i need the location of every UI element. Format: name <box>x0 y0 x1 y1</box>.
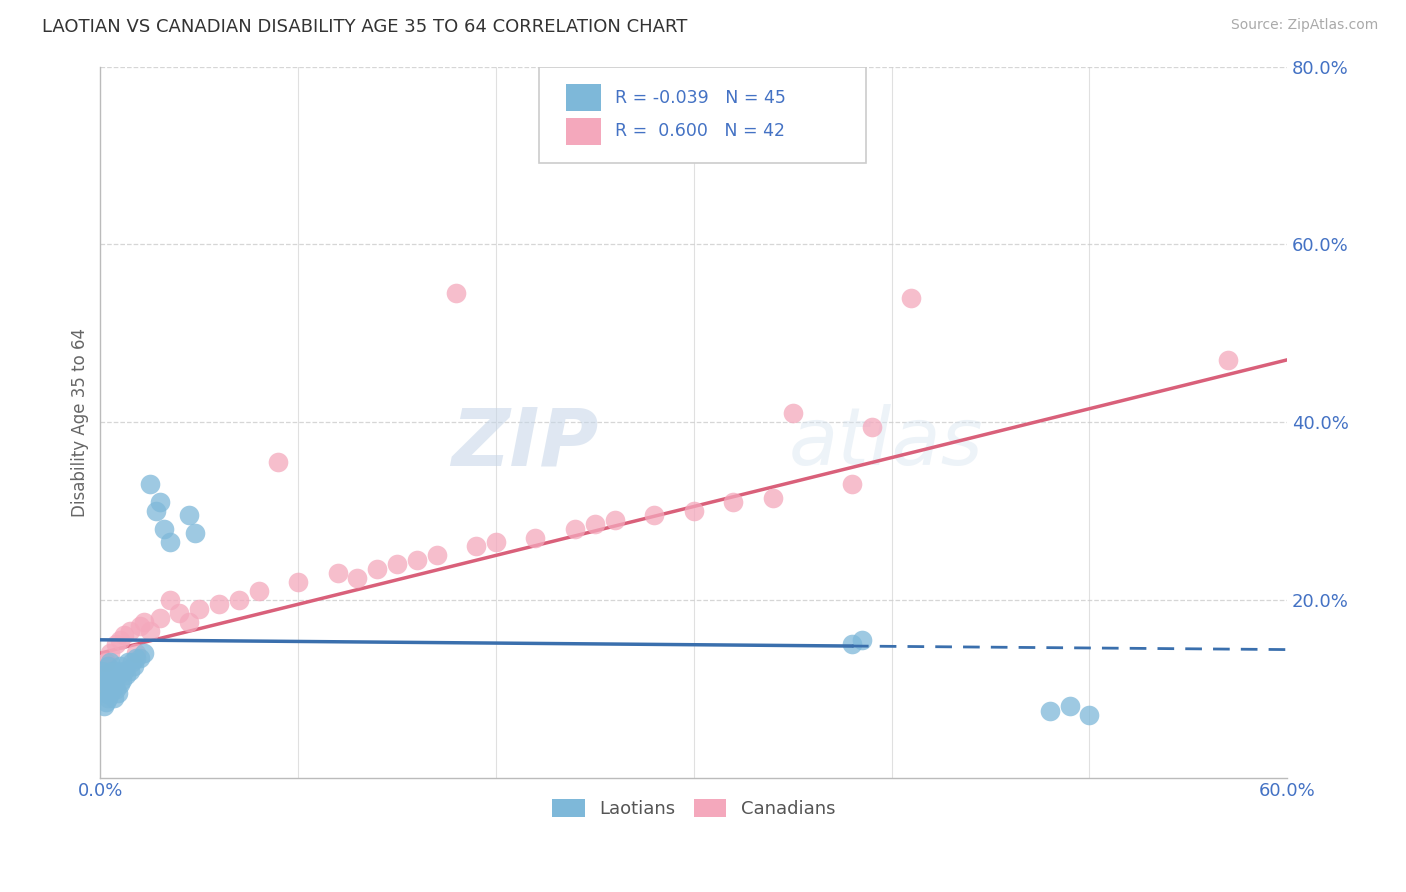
Point <box>91 664 114 678</box>
Point <box>105 637 128 651</box>
Point <box>682 504 704 518</box>
Point <box>111 673 134 687</box>
Point <box>900 291 922 305</box>
Point <box>105 664 128 678</box>
Point <box>122 659 145 673</box>
Point <box>145 504 167 518</box>
Point <box>118 664 141 678</box>
Point <box>105 681 128 696</box>
Point <box>603 513 626 527</box>
Point <box>108 659 131 673</box>
Point <box>139 477 162 491</box>
Point <box>267 455 290 469</box>
Point <box>446 286 468 301</box>
Point <box>583 517 606 532</box>
Text: ZIP: ZIP <box>451 404 599 483</box>
Point <box>485 535 508 549</box>
Point <box>1216 352 1239 367</box>
Text: R = -0.039   N = 45: R = -0.039 N = 45 <box>616 89 786 107</box>
Point <box>169 606 191 620</box>
Point <box>860 419 883 434</box>
Point <box>98 655 121 669</box>
Point <box>159 592 181 607</box>
Point <box>96 686 118 700</box>
Point <box>228 592 250 607</box>
Point <box>524 531 547 545</box>
Point <box>208 597 231 611</box>
Point <box>405 553 427 567</box>
Point <box>97 690 120 705</box>
Point <box>564 522 586 536</box>
Point <box>139 624 162 638</box>
Point <box>115 668 138 682</box>
Point <box>97 659 120 673</box>
Legend: Laotians, Canadians: Laotians, Canadians <box>546 791 842 825</box>
Point <box>465 540 488 554</box>
Point <box>723 495 745 509</box>
Point <box>643 508 665 523</box>
Point <box>841 477 863 491</box>
Point <box>762 491 785 505</box>
Point <box>179 508 201 523</box>
Point <box>98 686 121 700</box>
Point <box>326 566 349 581</box>
Point <box>152 522 174 536</box>
Point <box>93 673 115 687</box>
Point <box>385 558 408 572</box>
Point <box>125 650 148 665</box>
FancyBboxPatch shape <box>565 85 602 112</box>
Point <box>179 615 201 629</box>
Point <box>287 575 309 590</box>
Text: LAOTIAN VS CANADIAN DISABILITY AGE 35 TO 64 CORRELATION CHART: LAOTIAN VS CANADIAN DISABILITY AGE 35 TO… <box>42 18 688 36</box>
Point <box>184 526 207 541</box>
Point <box>98 673 121 687</box>
Text: atlas: atlas <box>789 404 983 483</box>
Point <box>346 571 368 585</box>
Point <box>149 495 172 509</box>
Point <box>132 615 155 629</box>
Point <box>1078 708 1101 723</box>
Point <box>121 655 143 669</box>
Point <box>851 632 873 647</box>
Point <box>97 677 120 691</box>
Text: R =  0.600   N = 42: R = 0.600 N = 42 <box>616 122 786 140</box>
Point <box>117 655 139 669</box>
Point <box>103 673 125 687</box>
Point <box>101 664 124 678</box>
Point <box>366 562 388 576</box>
Point <box>132 646 155 660</box>
Point <box>112 628 135 642</box>
Point <box>96 681 118 696</box>
Point <box>1059 699 1081 714</box>
Y-axis label: Disability Age 35 to 64: Disability Age 35 to 64 <box>72 327 89 516</box>
FancyBboxPatch shape <box>540 67 866 162</box>
Point <box>108 632 131 647</box>
Point <box>188 601 211 615</box>
Point <box>129 619 152 633</box>
Point <box>91 668 114 682</box>
Point <box>1039 704 1062 718</box>
Point <box>782 406 804 420</box>
Point <box>841 637 863 651</box>
Point <box>112 664 135 678</box>
Point <box>93 699 115 714</box>
Point <box>108 677 131 691</box>
Point <box>118 624 141 638</box>
Point <box>149 610 172 624</box>
FancyBboxPatch shape <box>565 118 602 145</box>
Point <box>103 690 125 705</box>
Point <box>98 646 121 660</box>
Point <box>426 549 449 563</box>
Point <box>96 695 118 709</box>
Point <box>107 686 129 700</box>
Point <box>159 535 181 549</box>
Point <box>129 650 152 665</box>
Point <box>125 646 148 660</box>
Text: Source: ZipAtlas.com: Source: ZipAtlas.com <box>1230 18 1378 32</box>
Point <box>96 655 118 669</box>
Point <box>247 583 270 598</box>
Point <box>101 681 124 696</box>
Point <box>107 668 129 682</box>
